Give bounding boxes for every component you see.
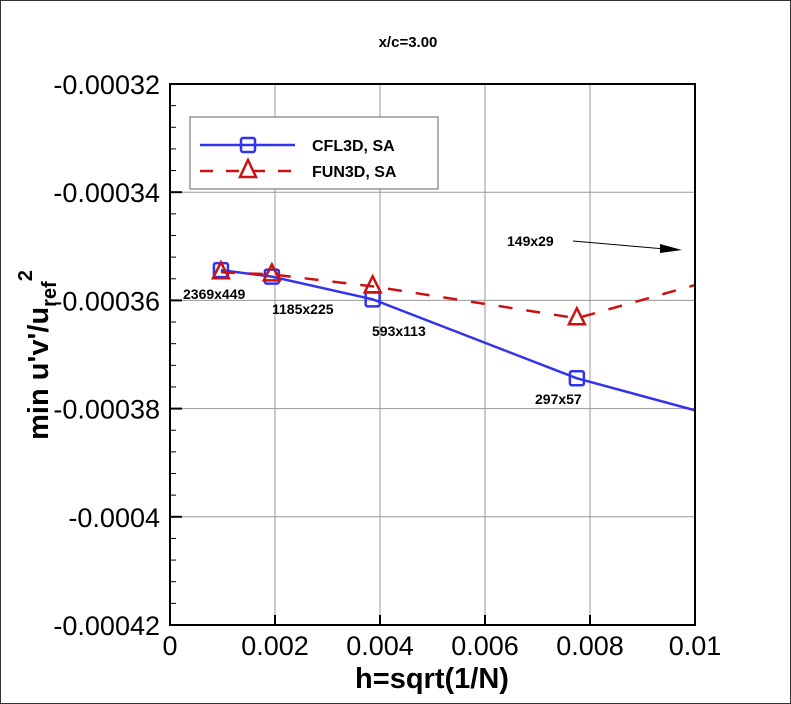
legend-box — [189, 116, 439, 190]
x-tick-label: 0.004 — [346, 631, 414, 661]
y-axis-label-sup: 2 — [15, 270, 37, 281]
x-tick-label: 0.01 — [669, 631, 722, 661]
data-point-triangle — [566, 305, 587, 326]
annotations: 2369x449 1185x225 593x113 297x57 149x29 — [183, 233, 682, 407]
chart-title: x/c=3.00 — [379, 34, 438, 51]
x-tick-label: 0.002 — [241, 631, 309, 661]
data-point-square — [568, 370, 586, 387]
y-tick-label: -0.0004 — [68, 503, 160, 533]
plot-border — [169, 83, 696, 626]
annotation-arrow-head — [660, 244, 682, 253]
data-point-triangle — [362, 273, 383, 294]
annotation-593x113: 593x113 — [372, 323, 426, 339]
y-axis-label-main: min u'v'/u — [23, 307, 55, 440]
legend-triangle-marker-icon — [238, 157, 258, 179]
series-line-1 — [220, 271, 695, 320]
annotation-149x29: 149x29 — [507, 233, 554, 249]
data-point-triangle — [261, 261, 282, 282]
y-axis-label-sub: ref — [39, 281, 61, 307]
x-axis-label: h=sqrt(1/N) — [355, 663, 509, 695]
annotation-1185x225: 1185x225 — [272, 301, 334, 317]
y-tick-label: -0.00034 — [53, 178, 160, 208]
x-tick-label: 0.008 — [556, 631, 624, 661]
annotation-2369x449: 2369x449 — [183, 286, 246, 302]
axes: 0 0.002 0.004 0.006 0.008 0.01 -0.00032 -0.0003… — [53, 70, 721, 661]
series-clip-group — [210, 259, 695, 412]
y-tick-label: -0.00042 — [53, 611, 160, 641]
legend-label-cfl3d: CFL3D, SA — [312, 138, 395, 155]
y-axis-label: min u'v'/uref2 — [15, 270, 61, 440]
annotation-arrow-line — [572, 240, 666, 250]
legend-square-marker-icon — [239, 136, 257, 154]
y-tick-label: -0.00032 — [53, 70, 160, 100]
series-layer — [210, 259, 695, 412]
legend-label-fun3d: FUN3D, SA — [312, 164, 397, 181]
y-tick-label: -0.00038 — [53, 395, 160, 425]
x-tick-label: 0.006 — [451, 631, 519, 661]
data-point-triangle — [210, 259, 231, 280]
annotation-297x57: 297x57 — [535, 391, 582, 407]
legend: CFL3D, SA FUN3D, SA — [189, 116, 439, 190]
x-tick-label: 0 — [162, 631, 177, 661]
y-tick-label: -0.00036 — [53, 286, 160, 316]
